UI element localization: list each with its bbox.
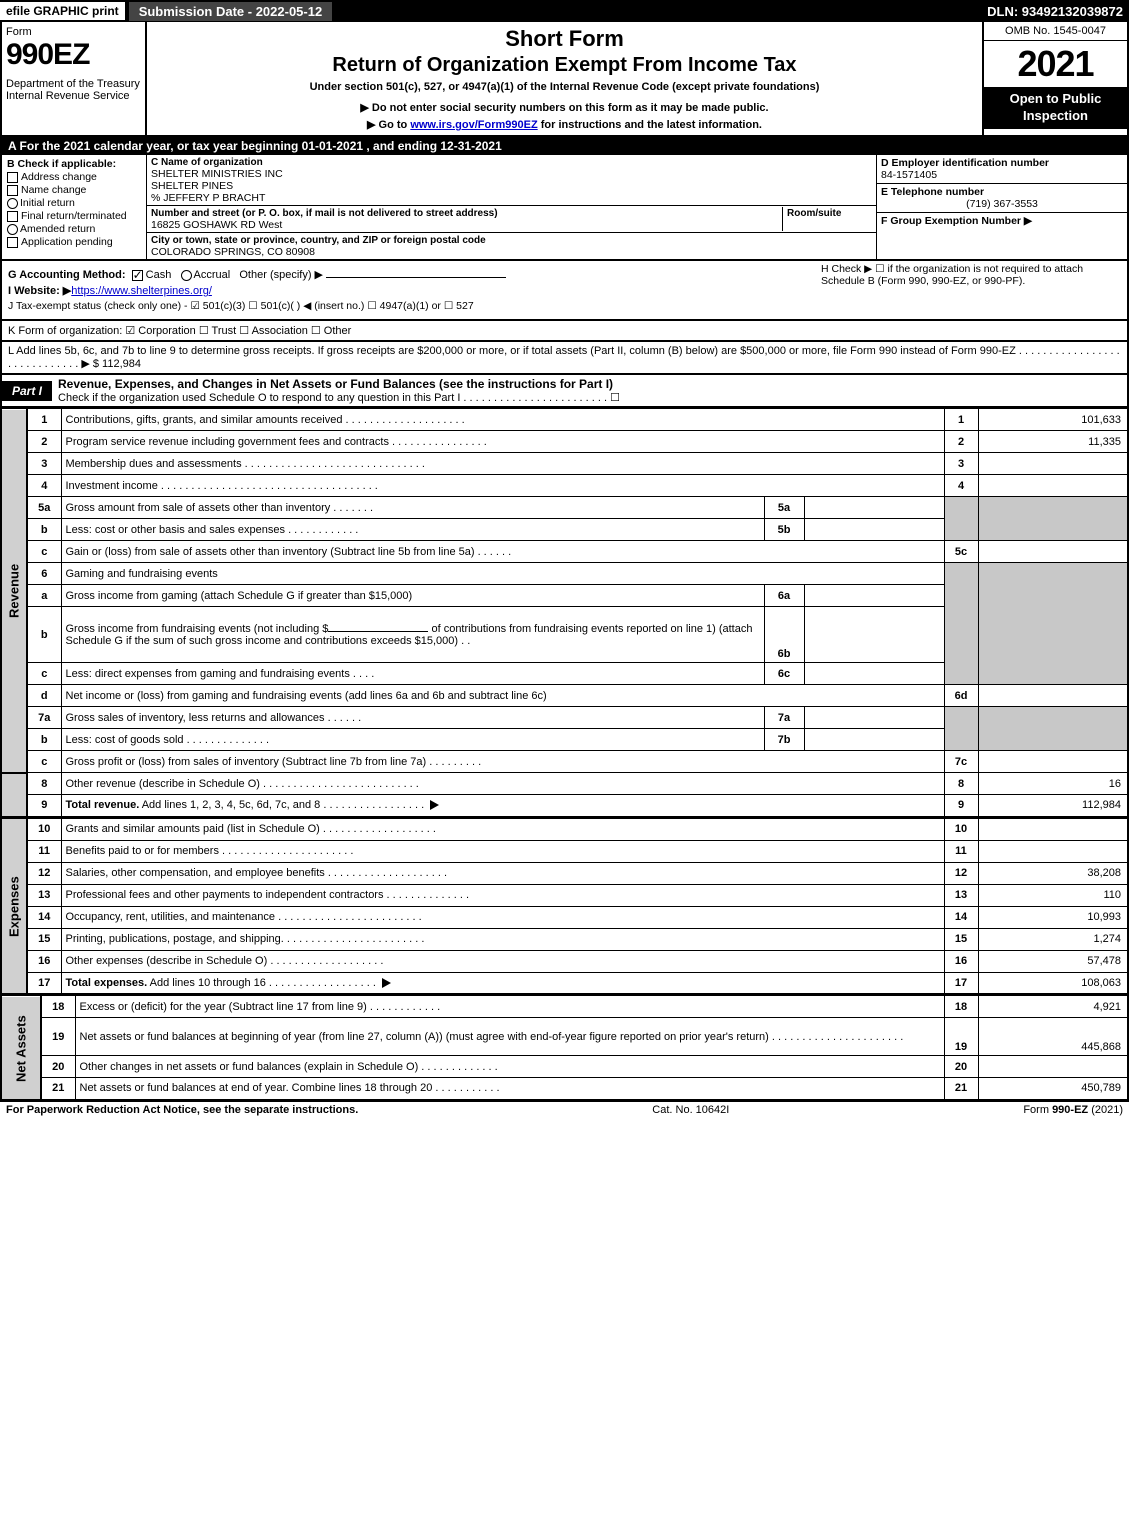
section-h: H Check ▶ ☐ if the organization is not r…: [821, 263, 1121, 287]
line-6b-desc: Gross income from fundraising events (no…: [61, 607, 764, 663]
section-b-label: B Check if applicable:: [7, 158, 141, 170]
revenue-table: Revenue 1 Contributions, gifts, grants, …: [0, 408, 1129, 818]
form-word: Form: [6, 26, 141, 38]
footer-cat-no: Cat. No. 10642I: [358, 1104, 1023, 1116]
form-subtitle: Under section 501(c), 527, or 4947(a)(1)…: [155, 81, 974, 93]
short-form-label: Short Form: [155, 26, 974, 52]
part-1-header: Part I Revenue, Expenses, and Changes in…: [0, 375, 1129, 408]
line-16-amount: 57,478: [978, 950, 1128, 972]
line-5c-desc: Gain or (loss) from sale of assets other…: [61, 541, 944, 563]
efile-label[interactable]: efile GRAPHIC print: [0, 2, 125, 20]
gross-receipts: 112,984: [102, 358, 141, 370]
line-2-desc: Program service revenue including govern…: [61, 431, 944, 453]
form-number: 990EZ: [6, 38, 141, 72]
d-ein-label: D Employer identification number: [881, 157, 1049, 169]
section-l: L Add lines 5b, 6c, and 7b to line 9 to …: [0, 342, 1129, 375]
header-left: Form 990EZ Department of the Treasury In…: [2, 22, 147, 135]
care-of: % JEFFERY P BRACHT: [151, 192, 265, 204]
arrow-icon: [382, 978, 391, 988]
line-4-amount: [978, 475, 1128, 497]
line-18-amount: 4,921: [978, 996, 1128, 1018]
website-link[interactable]: https://www.shelterpines.org/: [71, 285, 212, 297]
line-6-desc: Gaming and fundraising events: [61, 563, 944, 585]
section-c: C Name of organization SHELTER MINISTRIE…: [147, 155, 877, 259]
c-city-label: City or town, state or province, country…: [151, 235, 486, 246]
line-17-amount: 108,063: [978, 972, 1128, 994]
irs-link[interactable]: www.irs.gov/Form990EZ: [410, 119, 537, 131]
c-street-label: Number and street (or P. O. box, if mail…: [151, 208, 498, 219]
chk-name-change[interactable]: Name change: [7, 184, 141, 196]
part-1-tab: Part I: [2, 381, 52, 401]
sidebar-expenses: Expenses: [1, 818, 27, 994]
section-j: J Tax-exempt status (check only one) - ☑…: [8, 300, 1121, 312]
part-1-title: Revenue, Expenses, and Changes in Net As…: [52, 375, 1127, 406]
top-bar: efile GRAPHIC print Submission Date - 20…: [0, 0, 1129, 22]
line-21-amount: 450,789: [978, 1078, 1128, 1100]
expenses-table: Expenses 10 Grants and similar amounts p…: [0, 818, 1129, 996]
chk-cash[interactable]: [132, 270, 143, 281]
line-5a-sub: [804, 497, 944, 519]
form-header: Form 990EZ Department of the Treasury In…: [0, 22, 1129, 137]
department: Department of the Treasury Internal Reve…: [6, 78, 141, 102]
chk-accrual[interactable]: [181, 270, 192, 281]
note-goto: ▶ Go to www.irs.gov/Form990EZ for instru…: [155, 118, 974, 131]
sidebar-revenue: Revenue: [1, 409, 27, 773]
page-footer: For Paperwork Reduction Act Notice, see …: [0, 1101, 1129, 1118]
c-room-label: Room/suite: [787, 208, 841, 219]
f-group-label: F Group Exemption Number ▶: [881, 215, 1032, 227]
chk-amended-return[interactable]: Amended return: [7, 223, 141, 235]
note-ssn: ▶ Do not enter social security numbers o…: [155, 101, 974, 114]
line-1-amount: 101,633: [978, 409, 1128, 431]
line-8-amount: 16: [978, 773, 1128, 795]
line-1-desc: Contributions, gifts, grants, and simila…: [61, 409, 944, 431]
section-bcdef: B Check if applicable: Address change Na…: [0, 155, 1129, 261]
line-2-amount: 11,335: [978, 431, 1128, 453]
section-def: D Employer identification number 84-1571…: [877, 155, 1127, 259]
chk-application-pending[interactable]: Application pending: [7, 236, 141, 248]
line-12-amount: 38,208: [978, 862, 1128, 884]
phone-value: (719) 367-3553: [881, 198, 1123, 210]
header-right: OMB No. 1545-0047 2021 Open to Public In…: [982, 22, 1127, 135]
chk-final-return[interactable]: Final return/terminated: [7, 210, 141, 222]
chk-address-change[interactable]: Address change: [7, 171, 141, 183]
city-state-zip: COLORADO SPRINGS, CO 80908: [151, 246, 315, 258]
form-title: Return of Organization Exempt From Incom…: [155, 54, 974, 77]
line-9-amount: 112,984: [978, 795, 1128, 817]
org-name: SHELTER MINISTRIES INC SHELTER PINES: [151, 168, 283, 192]
ein-value: 84-1571405: [881, 169, 937, 181]
section-ghij: H Check ▶ ☐ if the organization is not r…: [0, 261, 1129, 321]
dln: DLN: 93492132039872: [987, 4, 1129, 19]
c-name-label: C Name of organization: [151, 157, 263, 168]
omb-number: OMB No. 1545-0047: [984, 22, 1127, 41]
chk-initial-return[interactable]: Initial return: [7, 197, 141, 209]
sidebar-netassets: Net Assets: [1, 996, 41, 1100]
footer-left: For Paperwork Reduction Act Notice, see …: [6, 1104, 358, 1116]
row-a-tax-year: A For the 2021 calendar year, or tax yea…: [0, 137, 1129, 155]
tax-year: 2021: [984, 41, 1127, 87]
lines.l5b.d: Less: cost or other basis and sales expe…: [61, 519, 764, 541]
arrow-icon: [430, 800, 439, 810]
line-3-amount: [978, 453, 1128, 475]
section-k: K Form of organization: ☑ Corporation ☐ …: [0, 321, 1129, 342]
open-public-inspection: Open to Public Inspection: [984, 87, 1127, 129]
net-assets-table: Net Assets 18 Excess or (deficit) for th…: [0, 995, 1129, 1101]
e-phone-label: E Telephone number: [881, 186, 984, 198]
line-15-amount: 1,274: [978, 928, 1128, 950]
footer-form-ref: Form 990-EZ (2021): [1023, 1104, 1123, 1116]
line-3-desc: Membership dues and assessments . . . . …: [61, 453, 944, 475]
street-address: 16825 GOSHAWK RD West: [151, 219, 282, 231]
line-4-desc: Investment income . . . . . . . . . . . …: [61, 475, 944, 497]
line-19-amount: 445,868: [978, 1018, 1128, 1056]
section-b: B Check if applicable: Address change Na…: [2, 155, 147, 259]
header-center: Short Form Return of Organization Exempt…: [147, 22, 982, 135]
line-5a-desc: Gross amount from sale of assets other t…: [61, 497, 764, 519]
submission-date: Submission Date - 2022-05-12: [129, 2, 333, 21]
line-13-amount: 110: [978, 884, 1128, 906]
line-14-amount: 10,993: [978, 906, 1128, 928]
